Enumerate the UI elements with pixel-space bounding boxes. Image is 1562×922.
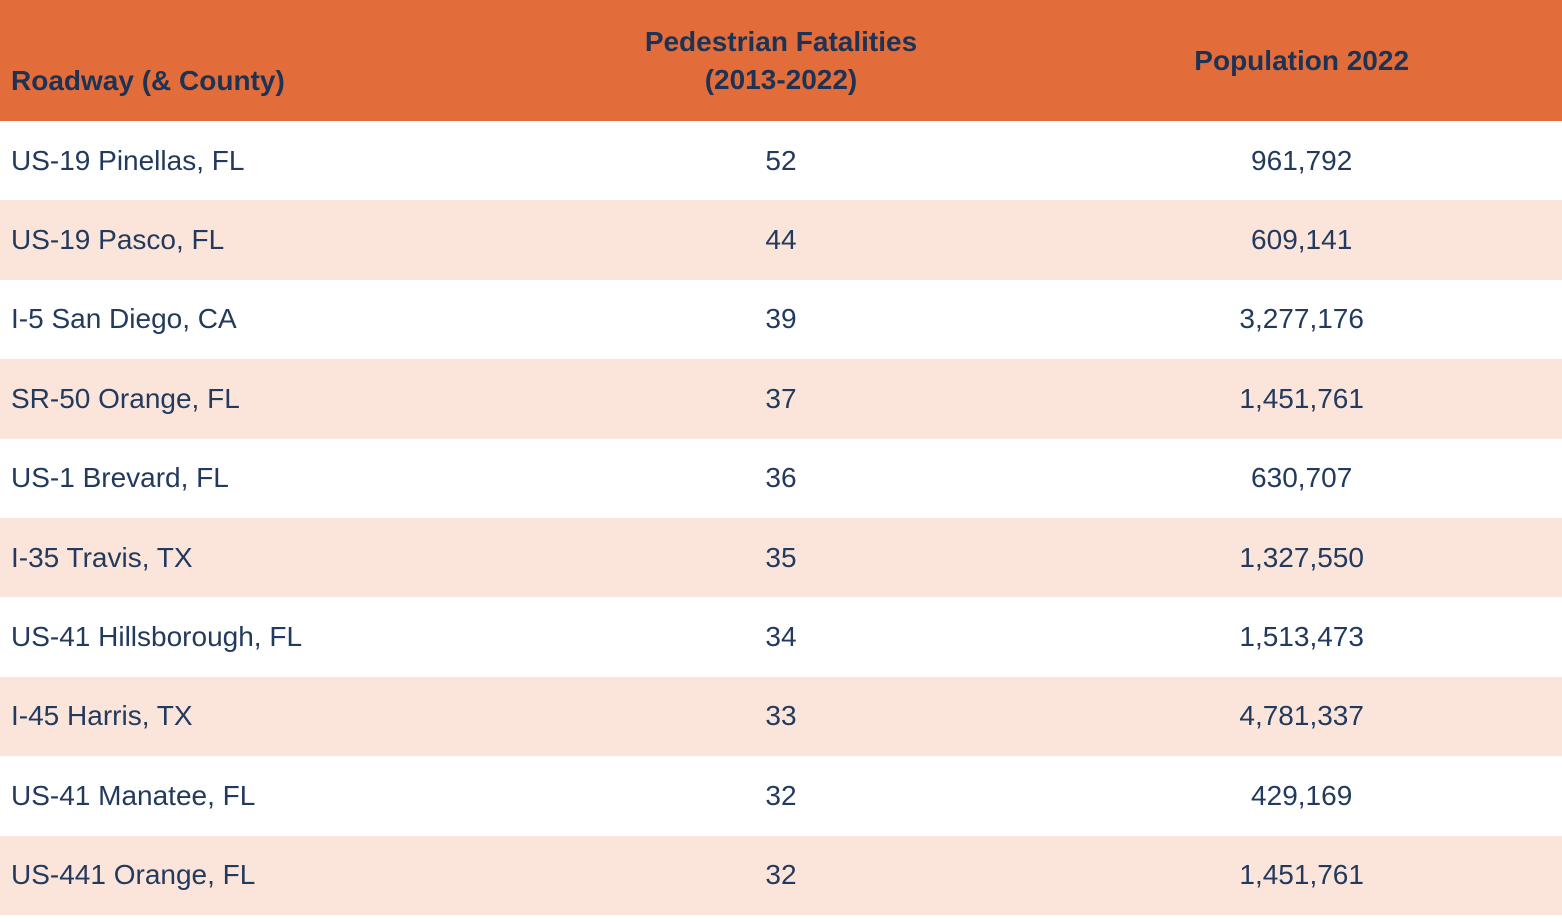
population-cell: 1,451,761 bbox=[1239, 382, 1364, 414]
table-row: US-41 Manatee, FL 32 429,169 bbox=[0, 756, 1562, 836]
roadway-cell: US-19 Pasco, FL bbox=[11, 224, 225, 256]
roadway-cell: US-41 Hillsborough, FL bbox=[11, 621, 303, 653]
fatalities-cell: 32 bbox=[765, 779, 797, 811]
population-cell: 1,513,473 bbox=[1239, 621, 1364, 653]
population-cell: 429,169 bbox=[1251, 779, 1353, 811]
roadway-cell: SR-50 Orange, FL bbox=[11, 382, 240, 414]
roadway-cell: US-19 Pinellas, FL bbox=[11, 144, 245, 176]
table-header-row: Roadway (& County) Pedestrian Fatalities… bbox=[0, 0, 1562, 121]
table-row: I-35 Travis, TX 35 1,327,550 bbox=[0, 517, 1562, 598]
column-header-population: Population 2022 bbox=[1194, 44, 1410, 76]
fatalities-cell: 39 bbox=[765, 303, 797, 335]
roadway-cell: US-1 Brevard, FL bbox=[11, 462, 229, 494]
table-row: I-5 San Diego, CA 39 3,277,176 bbox=[0, 279, 1562, 360]
column-header-fatalities-line1: Pedestrian Fatalities bbox=[644, 25, 918, 57]
column-header-fatalities: Pedestrian Fatalities (2013-2022) bbox=[521, 23, 1042, 99]
column-header-roadway: Roadway (& County) bbox=[11, 65, 285, 96]
population-cell: 3,277,176 bbox=[1239, 303, 1364, 335]
roadway-cell: I-45 Harris, TX bbox=[11, 700, 193, 732]
fatalities-cell: 32 bbox=[765, 859, 797, 891]
fatalities-cell: 44 bbox=[765, 224, 797, 256]
fatalities-cell: 52 bbox=[765, 144, 797, 176]
population-cell: 630,707 bbox=[1251, 462, 1353, 494]
roadway-cell: I-5 San Diego, CA bbox=[11, 303, 237, 335]
population-cell: 1,327,550 bbox=[1239, 541, 1364, 573]
table-row: US-1 Brevard, FL 36 630,707 bbox=[0, 438, 1562, 518]
table-row: SR-50 Orange, FL 37 1,451,761 bbox=[0, 359, 1562, 439]
table-row: US-19 Pasco, FL 44 609,141 bbox=[0, 200, 1562, 280]
roadway-cell: US-41 Manatee, FL bbox=[11, 779, 256, 811]
table-row: I-45 Harris, TX 33 4,781,337 bbox=[0, 676, 1562, 757]
fatalities-cell: 34 bbox=[765, 621, 797, 653]
table-row: US-19 Pinellas, FL 52 961,792 bbox=[0, 121, 1562, 201]
table-row: US-41 Hillsborough, FL 34 1,513,473 bbox=[0, 597, 1562, 677]
population-cell: 1,451,761 bbox=[1239, 859, 1364, 891]
fatalities-cell: 33 bbox=[765, 700, 797, 732]
column-header-fatalities-line2: (2013-2022) bbox=[704, 63, 858, 95]
roadway-cell: US-441 Orange, FL bbox=[11, 859, 256, 891]
population-cell: 4,781,337 bbox=[1239, 700, 1364, 732]
roadway-cell: I-35 Travis, TX bbox=[11, 541, 193, 573]
fatalities-cell: 37 bbox=[765, 382, 797, 414]
fatalities-cell: 36 bbox=[765, 462, 797, 494]
population-cell: 609,141 bbox=[1251, 224, 1353, 256]
table-row: US-441 Orange, FL 32 1,451,761 bbox=[0, 835, 1562, 915]
population-cell: 961,792 bbox=[1251, 144, 1353, 176]
fatalities-cell: 35 bbox=[765, 541, 797, 573]
